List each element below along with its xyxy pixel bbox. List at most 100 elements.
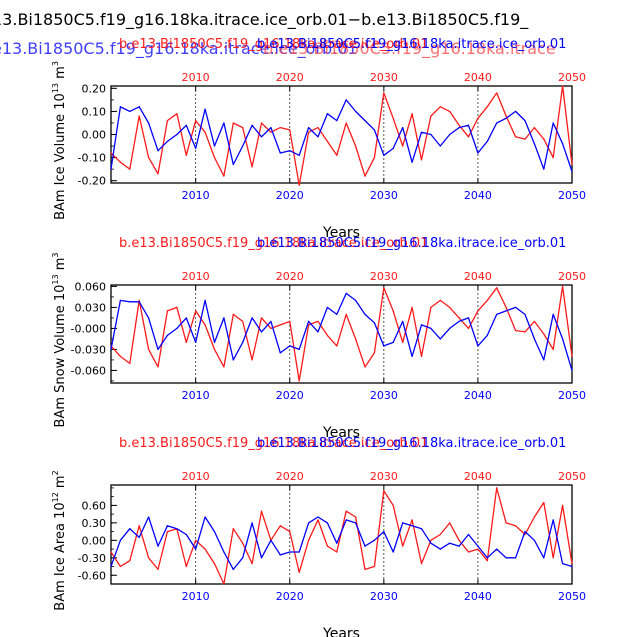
- data-point-blue: [195, 341, 197, 343]
- data-point-blue: [543, 168, 545, 170]
- data-point-blue: [449, 133, 451, 136]
- data-point-red: [251, 563, 253, 565]
- data-point-blue: [326, 522, 328, 524]
- data-point-blue: [336, 313, 338, 315]
- data-point-red: [505, 115, 507, 117]
- data-point-blue: [298, 154, 300, 156]
- data-point-blue: [571, 170, 573, 173]
- data-point-blue: [345, 99, 347, 101]
- y-axis-label: BAm Ice Volume 1013 m3: [51, 61, 68, 220]
- data-point-red: [514, 329, 517, 332]
- data-point-red: [307, 131, 310, 133]
- data-point-red: [505, 522, 507, 524]
- chart-ice_volume: 2010 2010 2020 2020 2030 2030 2040 2040 2050 2050…: [51, 37, 586, 241]
- data-point-red: [571, 355, 573, 357]
- data-point-red: [458, 539, 460, 541]
- data-point-blue: [260, 557, 263, 559]
- series-line-blue: [110, 516, 573, 571]
- data-point-red: [533, 320, 535, 322]
- data-point-blue: [336, 120, 338, 122]
- data-point-blue: [119, 106, 122, 108]
- data-point-blue: [242, 145, 244, 147]
- y-axis-label: BAm Ice Area 1012 m2: [51, 470, 68, 610]
- x-tick-label-bottom: 2020: [276, 189, 304, 202]
- data-point-red: [176, 306, 178, 308]
- data-point-red: [289, 129, 291, 131]
- data-point-red: [270, 131, 272, 133]
- data-point-red: [185, 565, 187, 568]
- data-point-blue: [364, 120, 366, 122]
- x-tick-label-bottom: 2030: [370, 189, 398, 202]
- panel-title-red: b.e13.Bi1850C5.f19_g16.18ka.itrace.ice_o…: [119, 436, 428, 451]
- y-tick-label: -0.10: [78, 152, 106, 165]
- data-point-blue: [195, 548, 197, 550]
- data-point-blue: [514, 306, 517, 308]
- data-point-red: [543, 333, 545, 335]
- data-point-blue: [298, 551, 300, 553]
- data-point-red: [251, 166, 253, 168]
- data-point-blue: [157, 150, 159, 152]
- y-axis-label-part: BAm Ice Area 10: [53, 502, 68, 610]
- x-tick-label-bottom: 2020: [276, 590, 304, 603]
- data-point-blue: [467, 533, 470, 536]
- data-point-red: [355, 516, 357, 518]
- y-tick-label: 0.30: [82, 517, 107, 530]
- data-point-red: [204, 548, 206, 550]
- data-point-blue: [439, 338, 441, 340]
- data-point-red: [185, 341, 187, 343]
- main-title-line1: 13.Bi1850C5.f19_g16.18ka.itrace.ice_orb.…: [0, 10, 529, 30]
- data-point-blue: [467, 317, 470, 319]
- data-point-red: [223, 583, 225, 585]
- data-point-red: [223, 175, 225, 177]
- data-point-blue: [213, 341, 216, 343]
- data-point-red: [138, 525, 140, 527]
- data-point-blue: [307, 320, 310, 322]
- data-point-blue: [242, 341, 244, 343]
- y-axis-label-part: m: [53, 258, 68, 271]
- data-point-blue: [373, 539, 376, 541]
- data-point-red: [129, 362, 131, 364]
- data-point-red: [307, 539, 310, 541]
- x-tick-label-top: 2030: [370, 270, 398, 283]
- data-point-red: [571, 563, 573, 565]
- data-point-red: [119, 355, 122, 357]
- data-point-red: [213, 348, 216, 350]
- y-tick-label: 0.60: [82, 499, 107, 512]
- data-point-red: [402, 341, 404, 343]
- data-point-blue: [552, 313, 554, 315]
- data-point-blue: [204, 299, 206, 301]
- data-point-blue: [110, 348, 112, 350]
- data-point-blue: [402, 126, 404, 129]
- data-point-red: [317, 519, 319, 521]
- x-axis-label: Years: [322, 225, 360, 241]
- data-point-red: [166, 530, 169, 533]
- data-point-blue: [420, 528, 423, 530]
- y-tick-label: 0.20: [82, 82, 107, 95]
- x-tick-label-bottom: 2010: [182, 590, 210, 603]
- data-point-red: [157, 366, 159, 368]
- data-point-red: [458, 124, 460, 126]
- data-point-red: [326, 334, 328, 336]
- data-point-blue: [505, 557, 507, 559]
- x-tick-label-bottom: 2050: [558, 389, 586, 402]
- data-point-blue: [533, 539, 535, 541]
- y-tick-label: -0.000: [71, 322, 106, 335]
- data-point-red: [345, 313, 347, 315]
- panel-title-blue: b.e13.Bi1850C5.f19_g16.18ka.itrace.ice_o…: [257, 436, 566, 451]
- data-point-red: [439, 299, 441, 301]
- data-point-blue: [213, 145, 216, 147]
- main-title-line2: e13.Bi1850C5.f19_g16.18ka.itrace.ice_orb…: [0, 39, 358, 59]
- data-point-blue: [251, 124, 253, 126]
- data-point-red: [148, 156, 150, 159]
- x-tick-label-bottom: 2040: [464, 189, 492, 202]
- data-point-blue: [110, 565, 112, 568]
- data-point-red: [449, 522, 451, 524]
- data-point-red: [533, 126, 535, 129]
- data-point-red: [439, 533, 441, 536]
- x-tick-label-top: 2010: [182, 270, 210, 283]
- x-tick-label-top: 2030: [370, 470, 398, 483]
- x-tick-label-bottom: 2050: [558, 189, 586, 202]
- y-axis-label-part: 13: [51, 274, 60, 284]
- y-axis-label-part: 13: [51, 83, 60, 93]
